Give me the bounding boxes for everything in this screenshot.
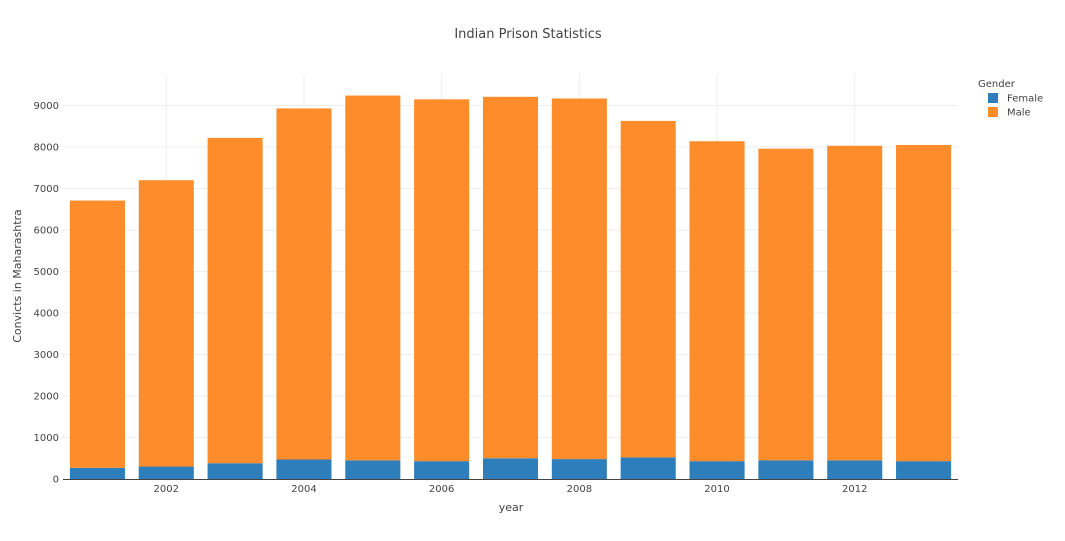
- bar-female-2002: [138, 466, 194, 479]
- y-tick-label: 2000: [34, 392, 59, 403]
- bar-female-2006: [414, 461, 470, 479]
- legend-items: Female Male: [988, 93, 1043, 119]
- x-tick-label: 2008: [567, 484, 592, 495]
- bar-male-2013: [896, 144, 952, 462]
- bar-female-2008: [551, 459, 607, 479]
- bar-female-2009: [620, 457, 676, 479]
- bar-male-2005: [345, 95, 401, 461]
- legend-label-female: Female: [1007, 94, 1043, 105]
- bar-male-2002: [138, 180, 194, 467]
- bar-male-2011: [758, 148, 814, 461]
- x-tick-label: 2012: [842, 484, 867, 495]
- bar-male-2009: [620, 120, 676, 458]
- bar-male-2003: [207, 137, 263, 464]
- chart-title: Indian Prison Statistics: [454, 27, 602, 42]
- x-tick-label: 2006: [429, 484, 454, 495]
- bar-male-2001: [69, 200, 125, 468]
- bar-female-2011: [758, 460, 814, 479]
- bar-female-2004: [276, 459, 332, 479]
- y-tick-label: 3000: [34, 350, 59, 361]
- x-tick-label: 2002: [154, 484, 179, 495]
- legend-label-male: Male: [1007, 108, 1031, 119]
- y-axis-title: Convicts in Maharashtra: [11, 209, 24, 343]
- legend: Gender Female Male: [978, 79, 1043, 119]
- y-tick-label: 8000: [34, 143, 59, 154]
- bar-male-2012: [827, 145, 883, 461]
- y-tick-label: 7000: [34, 184, 59, 195]
- y-tick-label: 5000: [34, 267, 59, 278]
- x-tick-label: 2004: [291, 484, 316, 495]
- bar-female-2012: [827, 460, 883, 479]
- x-tick-label: 2010: [704, 484, 729, 495]
- bar-male-2004: [276, 108, 332, 460]
- bars: [69, 95, 952, 479]
- y-tick-label: 0: [53, 475, 59, 486]
- legend-swatch-female: [988, 93, 998, 103]
- y-tick-label: 6000: [34, 226, 59, 237]
- x-axis-ticks: 2002 2004 2006 2008 2010 2012: [154, 484, 868, 495]
- bar-male-2007: [482, 96, 539, 459]
- bar-male-2010: [689, 141, 745, 462]
- y-tick-label: 9000: [34, 101, 59, 112]
- bar-female-2007: [482, 458, 539, 479]
- y-tick-label: 1000: [34, 433, 59, 444]
- legend-title: Gender: [978, 79, 1016, 90]
- x-axis-title: year: [499, 501, 524, 514]
- bar-female-2010: [689, 461, 745, 479]
- bar-female-2005: [345, 460, 401, 479]
- bar-female-2003: [207, 463, 263, 479]
- bar-female-2013: [896, 461, 952, 479]
- y-tick-label: 4000: [34, 309, 59, 320]
- bar-female-2001: [69, 467, 125, 479]
- bar-male-2008: [551, 98, 607, 460]
- legend-swatch-male: [988, 107, 998, 117]
- y-axis-ticks: 0 1000 2000 3000 4000 5000 6000 7000 8000 9000: [34, 101, 59, 485]
- bar-male-2006: [414, 99, 470, 462]
